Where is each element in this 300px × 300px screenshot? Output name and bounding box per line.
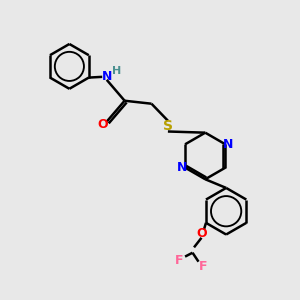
- Text: N: N: [101, 70, 112, 83]
- Text: O: O: [196, 227, 207, 240]
- Text: F: F: [199, 260, 207, 273]
- Text: H: H: [112, 66, 121, 76]
- Text: O: O: [98, 118, 108, 130]
- Text: N: N: [177, 161, 187, 174]
- Text: S: S: [163, 119, 173, 133]
- Text: F: F: [175, 254, 183, 267]
- Text: N: N: [223, 138, 233, 151]
